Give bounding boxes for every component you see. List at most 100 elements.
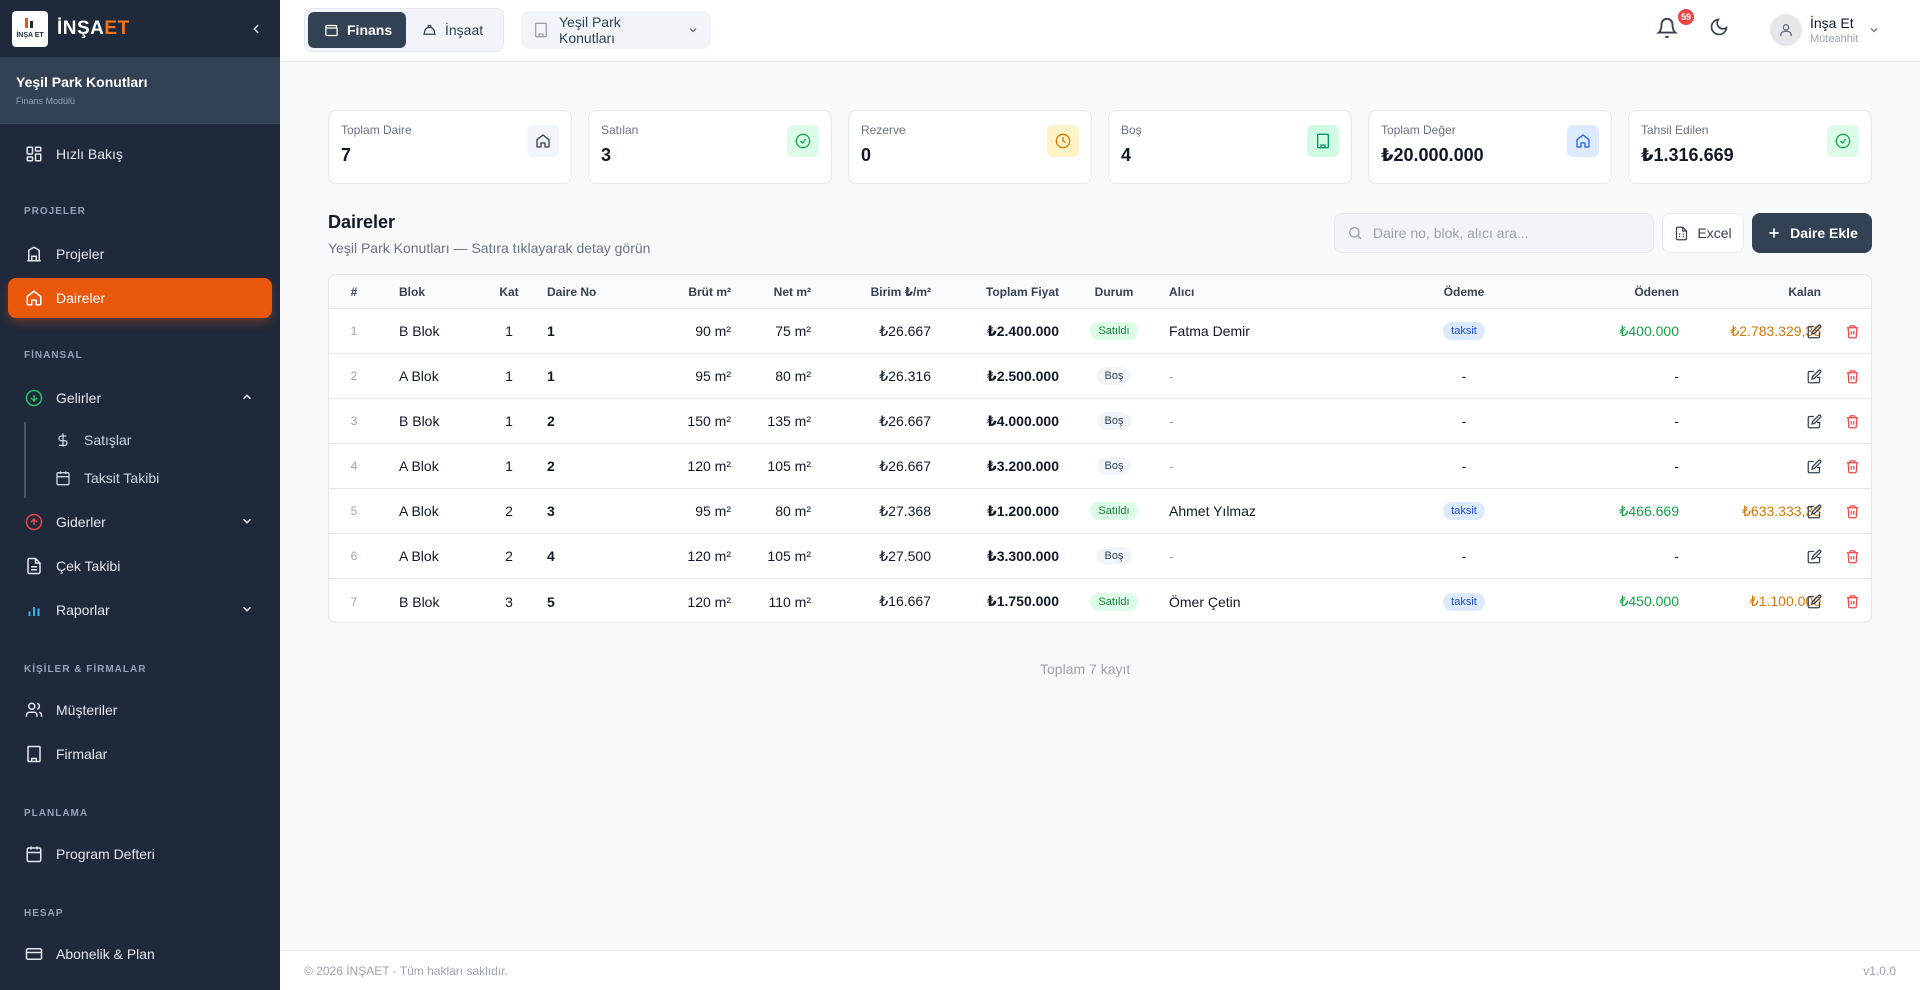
users-icon <box>24 700 44 720</box>
stat-value: 3 <box>601 145 612 165</box>
credit-card-icon <box>24 944 44 964</box>
sidebar-item-overview[interactable]: Hızlı Bakış <box>8 134 272 174</box>
sidebar-item-giderler[interactable]: Giderler <box>8 502 272 542</box>
edit-icon[interactable] <box>1802 499 1826 523</box>
cell-kat: 1 <box>505 323 513 339</box>
moon-icon <box>1710 18 1728 36</box>
apartments-table: # Blok Kat Daire No Brüt m² Net m² Birim… <box>328 274 1872 623</box>
file-spreadsheet-icon <box>1674 226 1689 241</box>
col-header-durum: Durum <box>1094 284 1134 299</box>
payment-type: - <box>1461 548 1467 564</box>
cell-net: 80 m² <box>775 368 811 384</box>
sidebar-item-label: Giderler <box>56 514 106 530</box>
sidebar-item-raporlar[interactable]: Raporlar <box>8 590 272 630</box>
cell-num: 3 <box>350 414 358 428</box>
trash-icon[interactable] <box>1840 544 1864 568</box>
project-select-value: Yeşil Park Konutları <box>559 14 621 46</box>
sidebar-item-musteriler[interactable]: Müşteriler <box>8 690 272 730</box>
cell-blok: A Blok <box>399 503 439 519</box>
cell-durum: Satıldı <box>1059 489 1169 533</box>
table-row[interactable]: 4 A Blok 1 2 120 m² 105 m² ₺26.667 ₺3.20… <box>329 444 1871 489</box>
cell-odeme: taksit <box>1389 579 1539 622</box>
cell-daire-no: 2 <box>547 458 555 474</box>
project-select[interactable]: Yeşil Park Konutları <box>521 11 711 49</box>
section-label-people: KİŞİLER & FİRMALAR <box>24 664 147 675</box>
cell-brut: 120 m² <box>687 593 731 610</box>
home-icon <box>1567 125 1599 157</box>
cell-blok: B Blok <box>399 593 440 610</box>
user-menu[interactable]: İnşa Et Müteahhit <box>1770 12 1880 48</box>
cell-daire-no: 3 <box>547 503 555 519</box>
table-row[interactable]: 5 A Blok 2 3 95 m² 80 m² ₺27.368 ₺1.200.… <box>329 489 1871 534</box>
sidebar-item-abonelik[interactable]: Abonelik & Plan <box>8 934 272 974</box>
cell-daire-no: 1 <box>547 368 555 384</box>
submenu-line <box>24 422 26 498</box>
sidebar-item-daireler[interactable]: Daireler <box>8 278 272 318</box>
cell-odeme: - <box>1389 444 1539 488</box>
stat-card: Boş 4 <box>1108 110 1352 184</box>
cell-daire-no: 1 <box>547 323 555 339</box>
cell-daire-no: 4 <box>547 548 555 564</box>
cell-alici: - <box>1169 458 1174 474</box>
trash-icon[interactable] <box>1840 590 1864 614</box>
trash-icon[interactable] <box>1840 499 1864 523</box>
sidebar-item-firmalar[interactable]: Firmalar <box>8 734 272 774</box>
sidebar-item-program[interactable]: Program Defteri <box>8 834 272 874</box>
cell-birim: ₺26.667 <box>879 412 931 429</box>
edit-icon[interactable] <box>1802 590 1826 614</box>
trash-icon[interactable] <box>1840 454 1864 478</box>
table-row[interactable]: 6 A Blok 2 4 120 m² 105 m² ₺27.500 ₺3.30… <box>329 534 1871 579</box>
add-apartment-button[interactable]: Daire Ekle <box>1752 213 1872 253</box>
module-finans-button[interactable]: Finans <box>308 12 406 48</box>
collapse-sidebar-button[interactable] <box>244 17 268 41</box>
user-role: Müteahhit <box>1810 33 1859 45</box>
edit-icon[interactable] <box>1802 319 1826 343</box>
cell-odeme: taksit <box>1389 309 1539 353</box>
col-header-brut: Brüt m² <box>688 284 731 299</box>
sidebar-item-taksit[interactable]: Taksit Takibi <box>24 460 272 496</box>
cell-durum: Satıldı <box>1059 309 1169 353</box>
sidebar-item-gelirler[interactable]: Gelirler <box>8 378 272 418</box>
plus-icon <box>1766 225 1782 241</box>
sidebar-item-projeler[interactable]: Projeler <box>8 234 272 274</box>
cell-kalan: - <box>1816 413 1821 429</box>
table-row[interactable]: 1 B Blok 1 1 90 m² 75 m² ₺26.667 ₺2.400.… <box>329 309 1871 354</box>
payment-type-badge: taksit <box>1443 592 1485 611</box>
search-icon <box>1349 227 1362 240</box>
theme-toggle-button[interactable] <box>1709 17 1733 41</box>
cell-toplam: ₺3.200.000 <box>986 457 1059 474</box>
cell-kat: 2 <box>505 503 513 519</box>
search-input[interactable] <box>1373 225 1643 241</box>
excel-export-button[interactable]: Excel <box>1662 213 1744 253</box>
notifications-button[interactable] <box>1655 17 1680 41</box>
table-row[interactable]: 2 A Blok 1 1 95 m² 80 m² ₺26.316 ₺2.500.… <box>329 354 1871 399</box>
user-name: İnşa Et <box>1810 15 1854 31</box>
sidebar-item-satislar[interactable]: Satışlar <box>24 422 272 458</box>
table-row[interactable]: 3 B Blok 1 2 150 m² 135 m² ₺26.667 ₺4.00… <box>329 399 1871 444</box>
current-project[interactable]: Yeşil Park Konutları Finans Modülü <box>0 58 280 124</box>
cell-kat: 3 <box>505 593 513 610</box>
sidebar-item-label: Firmalar <box>56 746 108 762</box>
section-label-projects: PROJELER <box>24 206 86 217</box>
cell-kalan: ₺1.100.000 <box>1749 593 1821 609</box>
edit-icon[interactable] <box>1802 364 1826 388</box>
chevron-down-icon <box>1868 24 1880 36</box>
cell-blok: A Blok <box>399 368 439 384</box>
trash-icon[interactable] <box>1840 319 1864 343</box>
cell-odenen: - <box>1674 413 1679 429</box>
arrow-down-circle-icon <box>24 388 44 408</box>
edit-icon[interactable] <box>1802 409 1826 433</box>
brand: İNŞA ET İNŞAET <box>0 0 280 58</box>
payment-type: - <box>1461 413 1467 429</box>
row-actions <box>1774 489 1864 533</box>
stat-label: Boş <box>1121 123 1142 137</box>
trash-icon[interactable] <box>1840 409 1864 433</box>
cell-odeme: taksit <box>1389 489 1539 533</box>
table-row[interactable]: 7 B Blok 3 5 120 m² 110 m² ₺16.667 ₺1.75… <box>329 579 1871 622</box>
sidebar-item-cek[interactable]: Çek Takibi <box>8 546 272 586</box>
edit-icon[interactable] <box>1802 544 1826 568</box>
module-insaat-button[interactable]: İnşaat <box>406 12 499 48</box>
section-label-planning: PLANLAMA <box>24 808 89 819</box>
edit-icon[interactable] <box>1802 454 1826 478</box>
trash-icon[interactable] <box>1840 364 1864 388</box>
